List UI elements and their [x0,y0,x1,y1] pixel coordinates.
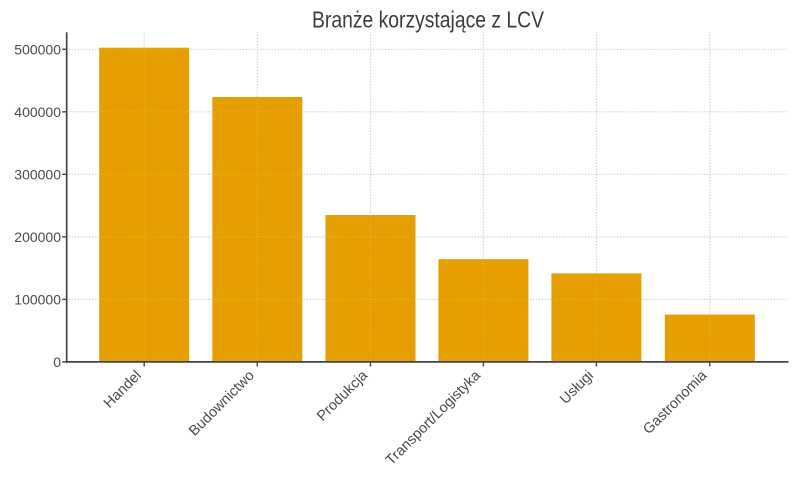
svg-text:300000: 300000 [14,166,61,182]
svg-text:200000: 200000 [14,229,61,245]
svg-text:100000: 100000 [14,291,61,307]
svg-text:400000: 400000 [14,104,61,120]
svg-text:Branże korzystające z LCV: Branże korzystające z LCV [312,7,545,33]
svg-text:0: 0 [53,354,61,370]
svg-text:500000: 500000 [14,41,61,57]
